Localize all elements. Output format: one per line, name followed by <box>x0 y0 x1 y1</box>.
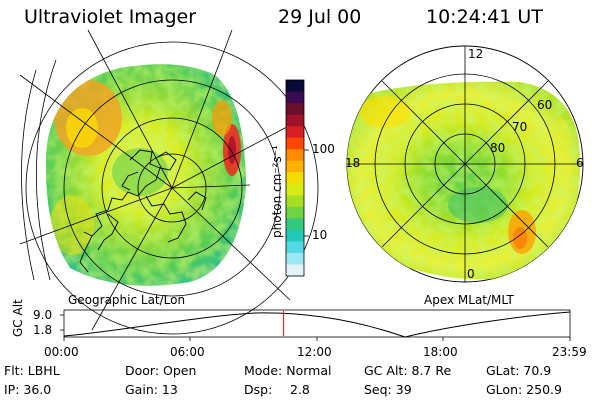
altitude-xtick-0000: 00:00 <box>44 345 79 359</box>
geographic-grid <box>19 29 319 335</box>
colorbar-step <box>286 137 304 150</box>
gc-alt-info: GC Alt: 8.7 Re <box>364 363 452 378</box>
seq-info: Seq: 39 <box>364 382 412 397</box>
colorbar-tick-100: 100 <box>312 142 335 156</box>
apex-grid <box>347 46 583 282</box>
colorbar-unit-label: photon cm⁻²s⁻¹ <box>270 145 284 238</box>
glat-info: GLat: 70.9 <box>486 363 552 378</box>
colorbar-step <box>286 206 304 219</box>
filter-info: Flt: LBHL <box>4 363 60 378</box>
altitude-plot <box>60 309 571 341</box>
apex-caption: Apex MLat/MLT <box>424 293 514 307</box>
colorbar-step <box>286 229 304 243</box>
mode-info: Mode: Normal <box>244 363 332 378</box>
ip-info: IP: 36.0 <box>4 382 52 397</box>
colorbar-step <box>286 149 304 162</box>
colorbar-step <box>286 241 304 254</box>
colorbar-step <box>286 172 304 185</box>
date-label: 29 Jul 00 <box>278 6 362 28</box>
mlt-label-6: 6 <box>576 156 584 170</box>
colorbar-step <box>286 103 304 116</box>
colorbar-tick-10: 10 <box>312 228 328 242</box>
colorbar-step <box>286 126 304 139</box>
altitude-xtick-1800: 18:00 <box>423 345 458 359</box>
colorbar-step <box>286 80 304 93</box>
dsp-label: Dsp: <box>244 382 273 397</box>
altitude-ytick-9: 9.0 <box>33 308 53 322</box>
colorbar-step <box>286 252 304 266</box>
colorbar-step <box>286 160 304 173</box>
altitude-ytick-1-8: 1.8 <box>33 323 53 337</box>
mlt-label-18: 18 <box>345 156 361 170</box>
glon-info: GLon: 250.9 <box>486 382 562 397</box>
door-info: Door: Open <box>125 363 197 378</box>
altitude-ylabel: GC Alt <box>11 299 25 337</box>
altitude-xtick-2359: 23:59 <box>552 345 587 359</box>
gain-info: Gain: 13 <box>125 382 178 397</box>
altitude-xtick-1200: 12:00 <box>297 345 332 359</box>
colorbar-step <box>286 91 304 104</box>
coastlines <box>79 149 207 273</box>
apex-image <box>346 45 584 283</box>
colorbar-step <box>286 114 304 127</box>
colorbar-step <box>286 183 304 196</box>
colorbar <box>285 79 309 277</box>
geographic-caption: Geographic Lat/Lon <box>68 293 186 307</box>
instrument-title: Ultraviolet Imager <box>24 6 197 28</box>
geographic-image <box>19 29 319 335</box>
colorbar-step <box>286 218 304 231</box>
altitude-xtick-0600: 06:00 <box>170 345 205 359</box>
time-label: 10:24:41 UT <box>426 6 543 28</box>
lat-label-80: 80 <box>490 141 506 155</box>
dsp-value: 2.8 <box>290 382 310 397</box>
lat-label-70: 70 <box>512 120 528 134</box>
colorbar-step <box>286 264 304 277</box>
mlt-label-12: 12 <box>468 47 484 61</box>
colorbar-step <box>286 195 304 208</box>
lat-label-60: 60 <box>537 98 553 112</box>
mlt-label-0: 0 <box>467 267 475 281</box>
